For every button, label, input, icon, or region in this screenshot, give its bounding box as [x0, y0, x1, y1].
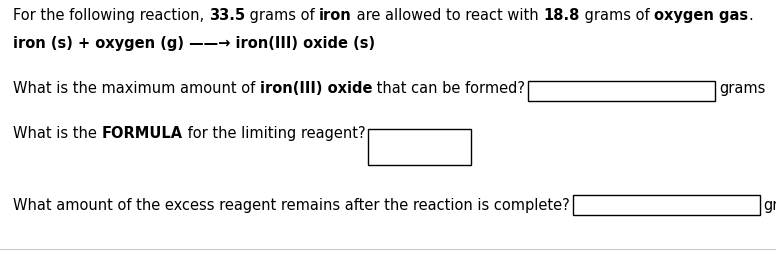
Bar: [573, 195, 760, 215]
Text: that can be formed?: that can be formed?: [372, 81, 525, 96]
Text: grams: grams: [764, 197, 776, 212]
Text: What is the: What is the: [13, 125, 102, 140]
Bar: [369, 130, 471, 165]
Text: are allowed to react with: are allowed to react with: [352, 8, 543, 23]
Text: 18.8: 18.8: [543, 8, 580, 23]
Text: grams of: grams of: [245, 8, 319, 23]
Text: FORMULA: FORMULA: [102, 125, 182, 140]
Text: grams: grams: [719, 81, 766, 96]
Text: iron (s) + oxygen (g) ——→ iron(III) oxide (s): iron (s) + oxygen (g) ——→ iron(III) oxid…: [13, 36, 375, 51]
Text: For the following reaction,: For the following reaction,: [13, 8, 209, 23]
Text: oxygen gas: oxygen gas: [653, 8, 748, 23]
Bar: [528, 82, 715, 102]
Text: What amount of the excess reagent remains after the reaction is complete?: What amount of the excess reagent remain…: [13, 197, 570, 212]
Text: 33.5: 33.5: [209, 8, 245, 23]
Text: .: .: [748, 8, 753, 23]
Text: grams of: grams of: [580, 8, 653, 23]
Text: What is the maximum amount of: What is the maximum amount of: [13, 81, 260, 96]
Text: iron: iron: [319, 8, 352, 23]
Text: iron(III) oxide: iron(III) oxide: [260, 81, 372, 96]
Text: for the limiting reagent?: for the limiting reagent?: [182, 125, 365, 140]
